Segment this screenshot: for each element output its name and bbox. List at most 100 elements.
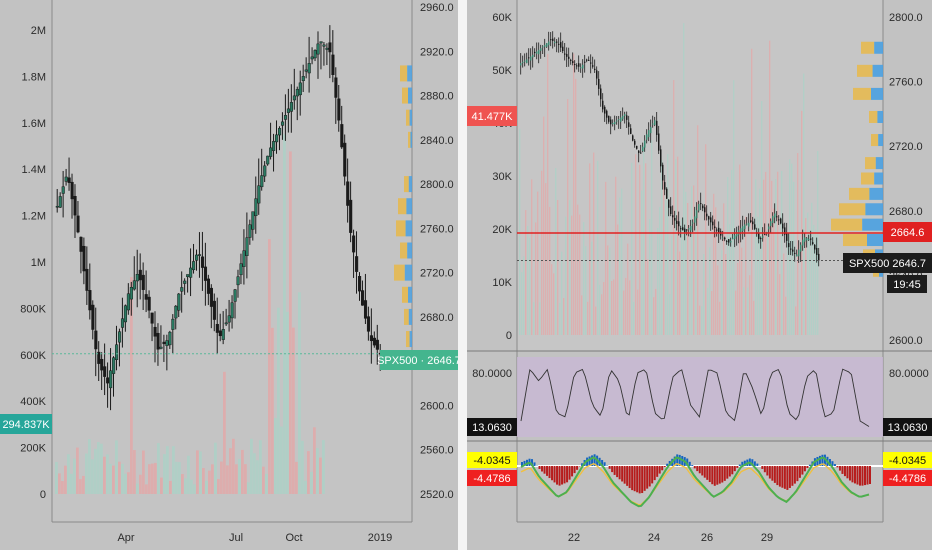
right-volume-bar — [715, 207, 717, 335]
left-candle-body — [73, 196, 77, 216]
left-candle-body — [129, 287, 133, 300]
right-volume-bar — [543, 116, 545, 336]
macd-histogram-bar — [778, 466, 781, 487]
macd-histogram-bar — [663, 466, 666, 468]
right-volume-profile-bar — [865, 157, 876, 170]
left-candle-body — [304, 69, 308, 72]
right-candle-body — [790, 248, 792, 250]
right-price-tick-label: 2600.0 — [889, 335, 923, 347]
left-candle-body — [313, 50, 317, 59]
right-volume-profile-bar — [878, 134, 883, 147]
macd-histogram-bar — [543, 466, 546, 474]
right-chart-panel[interactable]: 60K50K40K30K20K10K02800.02760.02720.0268… — [467, 0, 932, 550]
left-candle-body — [94, 330, 98, 350]
macd-histogram-bar — [869, 466, 871, 484]
right-volume-bar — [683, 23, 685, 335]
left-volume-bar — [193, 484, 196, 494]
right-volume-bar — [589, 163, 591, 335]
right-candle-body — [630, 128, 632, 134]
right-volume-bar — [657, 227, 659, 335]
right-candle-body — [806, 238, 808, 241]
right-candle-body — [706, 213, 708, 217]
right-chart-svg[interactable]: 60K50K40K30K20K10K02800.02760.02720.0268… — [467, 0, 932, 550]
left-volume-profile-bar — [408, 176, 412, 193]
right-candle-body — [544, 44, 546, 47]
left-volume-profile-bar — [404, 308, 409, 325]
right-volume-bar — [675, 159, 677, 335]
macd-histogram-bar — [841, 466, 844, 474]
right-candle-body — [656, 120, 658, 135]
left-price-tick-label: 2960.0 — [420, 2, 454, 14]
right-candle-body — [590, 62, 592, 64]
left-volume-profile-bar — [400, 65, 408, 82]
right-candle-body — [726, 240, 728, 242]
right-candle-body — [700, 203, 702, 205]
right-volume-bar — [579, 214, 581, 335]
left-chart-panel[interactable]: 2M 1.8M 1.6M 1.4M 1.2M 1M 800K 600K 400K 200K 0 296… — [0, 0, 458, 550]
right-candle-body — [542, 46, 544, 48]
macd-histogram-bar — [796, 466, 799, 482]
left-volume-bar — [151, 463, 154, 494]
left-volume-bar — [61, 481, 64, 494]
panel-divider — [458, 0, 467, 550]
right-candle-body — [712, 221, 714, 226]
left-candle-body — [346, 181, 350, 206]
right-volume-profile-bar — [869, 110, 878, 123]
right-candle-body — [770, 221, 772, 227]
right-candle-body — [750, 220, 752, 222]
macd-signal-line — [520, 462, 870, 506]
left-candle-body — [100, 358, 104, 371]
left-time-tick-label: Oct — [285, 532, 302, 544]
left-volume-bar — [238, 458, 241, 494]
left-candle-body — [245, 237, 249, 256]
left-volume-bar — [190, 479, 193, 494]
right-volume-bar — [599, 284, 601, 335]
left-price-tick-label: 2520.0 — [420, 489, 454, 501]
left-volume-tick-label: 400K — [20, 396, 46, 408]
left-candle-body — [120, 318, 125, 328]
macd-histogram-bar — [571, 466, 574, 477]
left-candle-body — [227, 315, 231, 323]
right-candle-body — [548, 41, 550, 46]
right-candle-body — [608, 115, 610, 122]
right-volume-bar — [721, 250, 723, 335]
oscillator-value-tag-right: 13.0630 — [888, 422, 928, 434]
right-candle-body — [594, 68, 596, 71]
left-candle-body — [58, 196, 62, 208]
right-volume-bar — [663, 179, 665, 335]
left-volume-bar — [277, 307, 280, 494]
macd-histogram-bar — [791, 466, 794, 486]
macd-histogram-bar — [836, 466, 839, 468]
left-chart-svg[interactable]: 2M 1.8M 1.6M 1.4M 1.2M 1M 800K 600K 400K 200K 0 296… — [0, 0, 458, 550]
left-current-price-tag-bg — [380, 350, 458, 370]
right-candle-body — [636, 145, 638, 149]
left-candle-body — [126, 293, 130, 311]
right-volume-bar — [585, 246, 587, 335]
right-candle-body — [650, 126, 652, 134]
right-volume-bar — [667, 154, 669, 335]
left-volume-bar — [205, 480, 208, 494]
left-candle-body — [251, 211, 255, 230]
right-volume-bar — [763, 179, 765, 335]
left-candle-body — [275, 134, 279, 143]
macd-histogram-bar — [673, 456, 676, 466]
left-volume-tick-label: 1.8M — [22, 71, 46, 83]
left-volume-bar — [319, 457, 322, 494]
left-volume-bar — [184, 478, 187, 494]
right-price-tick-label: 2680.0 — [889, 206, 923, 218]
right-volume-tick-label: 60K — [492, 12, 512, 24]
left-volume-bar — [181, 474, 184, 494]
right-volume-bar — [533, 302, 535, 335]
right-volume-bar — [795, 306, 797, 335]
right-candle-body — [812, 242, 814, 245]
right-candle-body — [792, 249, 794, 252]
right-volume-profile-bar — [874, 172, 883, 185]
macd-histogram-bar — [576, 466, 579, 470]
left-candle-body — [97, 351, 101, 364]
left-candle-body — [369, 335, 373, 342]
right-volume-bar — [707, 287, 709, 335]
oscillator-tick-label: 80.0000 — [889, 368, 929, 380]
left-candle-body — [123, 305, 128, 323]
right-volume-bar — [737, 262, 739, 335]
right-volume-bar — [541, 170, 543, 335]
